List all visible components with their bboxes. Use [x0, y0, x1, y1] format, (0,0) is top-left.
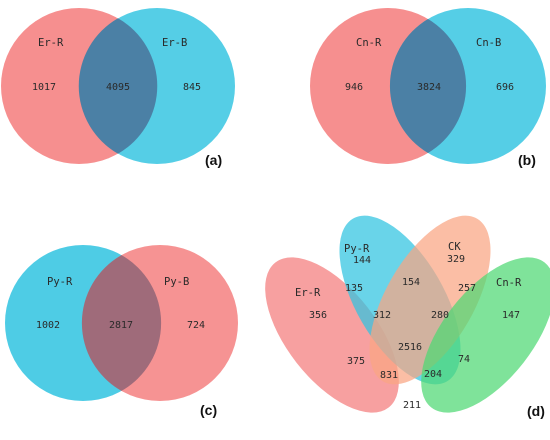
count-cn-r-only: 147 [502, 310, 520, 321]
count-py-ck: 154 [402, 277, 420, 288]
count-er-ck: 375 [347, 356, 365, 367]
count-er-cn: 211 [403, 400, 421, 411]
count-ck-cn: 257 [458, 283, 476, 294]
count-er-py-ck: 312 [373, 310, 391, 321]
count-py-b-only: 724 [187, 320, 205, 331]
count-er-py: 135 [345, 283, 363, 294]
count-cn-b-only: 696 [496, 82, 514, 93]
panel-tag-c: (c) [200, 402, 217, 418]
count-py-r-only: 1002 [36, 320, 60, 331]
count-shared: 2817 [109, 320, 133, 331]
count-er-b-only: 845 [183, 82, 201, 93]
set-label-er-r: Er-R [38, 37, 64, 49]
count-er-py-cn: 831 [380, 370, 398, 381]
count-er-ck-cn: 204 [424, 369, 442, 380]
set-label-cn-b: Cn-B [476, 37, 501, 49]
set-ellipse-ck [369, 215, 491, 385]
count-er-r-only: 356 [309, 310, 327, 321]
count-py-ck-cn: 280 [431, 310, 449, 321]
set-ellipse-er-r [265, 257, 399, 413]
panel-c: Py-R Py-B 1002 2817 724 (c) [5, 245, 238, 418]
count-ck-only: 329 [447, 254, 465, 265]
set-ellipse-cn-r [421, 257, 550, 413]
count-er-r-only: 1017 [32, 82, 56, 93]
set-label-ck: CK [448, 241, 461, 253]
set-label-cn-r: Cn-R [356, 37, 382, 49]
count-shared: 4095 [106, 82, 130, 93]
panel-a: Er-R Er-B 1017 4095 845 (a) [1, 8, 235, 168]
panel-d: Er-R Py-R CK Cn-R 356 144 329 147 135 15… [265, 215, 550, 419]
count-cn-r-only: 946 [345, 82, 363, 93]
count-shared: 3824 [417, 82, 441, 93]
panel-tag-b: (b) [518, 152, 536, 168]
overlap-region [81, 255, 162, 391]
overlap-region [78, 18, 158, 154]
count-py-r-only: 144 [353, 255, 371, 266]
set-label-er-b: Er-B [162, 37, 187, 49]
set-label-cn-r: Cn-R [496, 277, 522, 289]
panel-tag-a: (a) [205, 152, 222, 168]
count-all-four: 2516 [398, 342, 422, 353]
set-label-py-r: Py-R [344, 243, 370, 255]
set-label-py-b: Py-B [164, 276, 189, 288]
panel-b: Cn-R Cn-B 946 3824 696 (b) [310, 8, 546, 168]
count-py-cn: 74 [458, 354, 470, 365]
set-label-py-r: Py-R [47, 276, 73, 288]
panel-tag-d: (d) [527, 403, 545, 419]
set-label-er-r: Er-R [295, 287, 321, 299]
overlap-region [389, 19, 467, 153]
